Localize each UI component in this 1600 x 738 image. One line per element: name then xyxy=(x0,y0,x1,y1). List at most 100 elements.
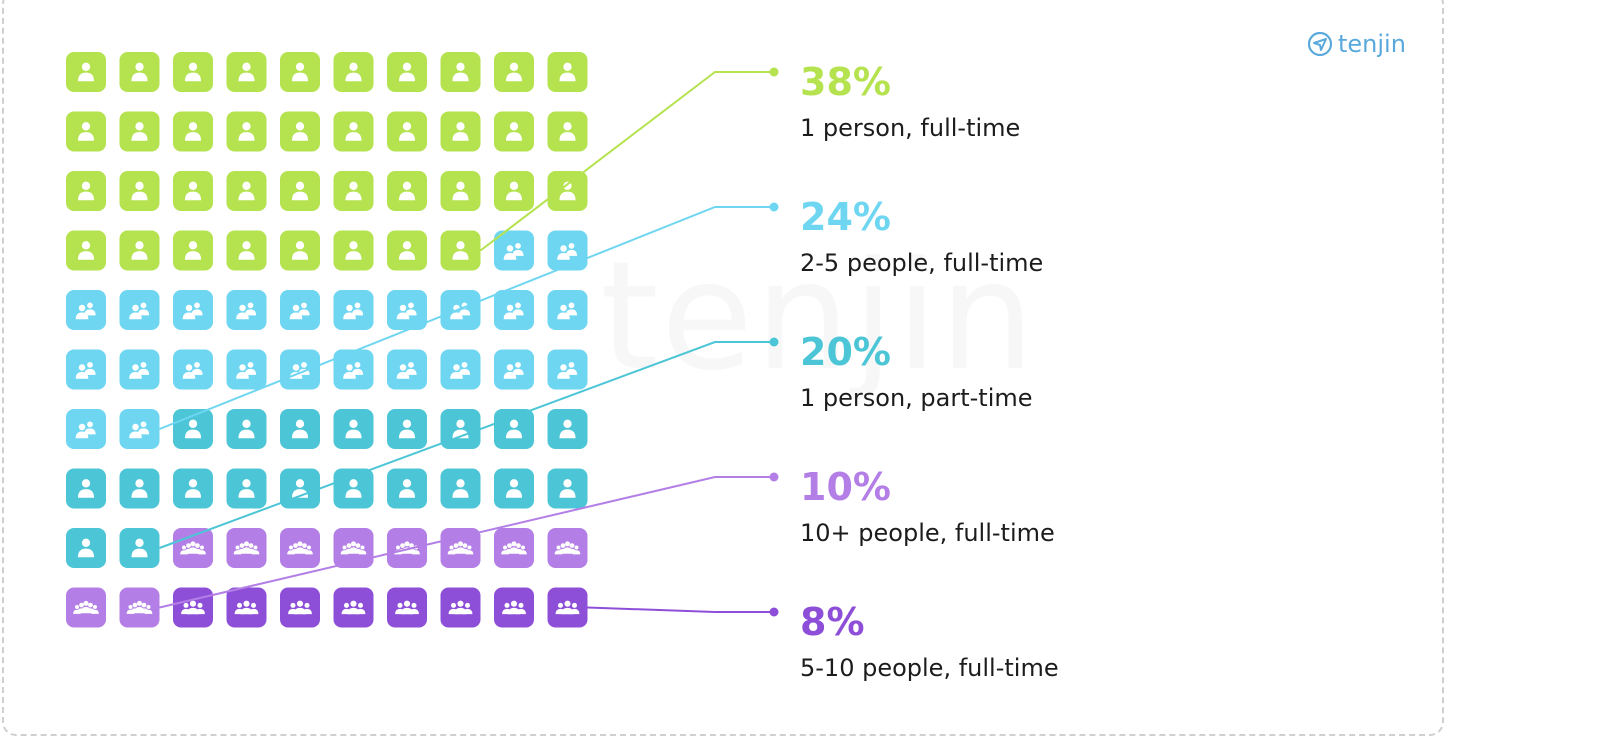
connector-line xyxy=(159,206,774,430)
person-icon xyxy=(77,479,95,498)
waffle-cell xyxy=(494,349,534,390)
tenjin-logo: tenjin xyxy=(1306,30,1406,58)
person-icon xyxy=(559,479,576,498)
waffle-cell xyxy=(440,349,481,390)
person-icon xyxy=(452,122,469,141)
person-icon xyxy=(398,241,416,260)
legend-label-4: 10+ people, full-time xyxy=(800,519,1055,547)
waffle-cell xyxy=(547,111,588,152)
two-people-icon xyxy=(182,302,203,320)
legend-label-1: 1 person, full-time xyxy=(800,114,1021,142)
waffle-cell xyxy=(494,52,534,92)
waffle-cell xyxy=(66,52,106,92)
waffle-cell xyxy=(547,528,588,568)
waffle-cell xyxy=(173,528,213,568)
two-people-icon xyxy=(289,302,310,320)
crowd-icon xyxy=(73,600,99,614)
person-icon xyxy=(559,419,576,439)
waffle-cell xyxy=(66,528,106,568)
waffle-cell xyxy=(66,290,106,330)
waffle-cell xyxy=(440,587,481,628)
crowd-icon xyxy=(554,541,581,555)
waffle-cell xyxy=(440,52,481,92)
waffle-cell xyxy=(173,171,213,211)
person-icon xyxy=(398,122,416,141)
person-icon xyxy=(184,241,202,260)
two-people-icon xyxy=(503,243,524,260)
person-icon xyxy=(559,62,576,82)
waffle-cell xyxy=(333,52,374,92)
person-icon xyxy=(291,241,309,260)
group-icon xyxy=(341,600,366,615)
waffle-cell xyxy=(333,528,374,568)
waffle-cell xyxy=(66,230,106,271)
waffle-cell xyxy=(387,528,427,568)
waffle-cell xyxy=(333,111,374,152)
two-people-icon xyxy=(557,302,578,320)
legend-label-5: 5-10 people, full-time xyxy=(800,654,1059,682)
two-people-icon xyxy=(503,302,524,320)
waffle-cell xyxy=(387,230,427,271)
group-icon xyxy=(288,600,312,615)
person-icon xyxy=(505,122,523,141)
waffle-cell xyxy=(547,230,588,271)
group-icon xyxy=(234,600,259,615)
waffle-cell xyxy=(173,468,213,509)
person-icon xyxy=(398,419,416,439)
person-icon xyxy=(452,62,469,82)
waffle-cell xyxy=(547,52,588,92)
person-icon xyxy=(291,122,309,141)
waffle-cell xyxy=(547,468,588,509)
waffle-cell xyxy=(119,171,160,211)
waffle-cell xyxy=(440,409,481,449)
person-icon xyxy=(184,181,202,201)
two-people-icon xyxy=(129,362,150,379)
person-icon xyxy=(238,241,255,260)
two-people-icon xyxy=(75,362,96,379)
waffle-cell xyxy=(333,587,374,628)
waffle-cell xyxy=(119,230,160,271)
person-icon xyxy=(345,419,362,439)
connector-dot xyxy=(769,67,779,77)
waffle-cell xyxy=(119,111,160,152)
person-icon xyxy=(452,419,469,439)
waffle-cell xyxy=(547,587,588,628)
waffle-cell xyxy=(494,111,534,152)
two-people-icon xyxy=(75,302,96,320)
connector-line xyxy=(587,606,774,613)
waffle-cell xyxy=(547,290,588,330)
person-icon xyxy=(345,241,362,260)
crowd-icon xyxy=(126,600,153,614)
waffle-cell xyxy=(66,171,106,211)
person-icon xyxy=(131,241,148,260)
waffle-cell xyxy=(119,587,160,628)
two-people-icon xyxy=(343,362,364,379)
waffle-cell xyxy=(387,349,427,390)
legend-percent-1: 38% xyxy=(800,60,891,104)
waffle-cell xyxy=(333,290,374,330)
person-icon xyxy=(184,122,202,141)
waffle-cell xyxy=(280,587,320,628)
group-icon xyxy=(555,600,580,615)
waffle-cell xyxy=(173,230,213,271)
waffle-cell xyxy=(119,52,160,92)
waffle-cell xyxy=(119,528,160,568)
group-icon xyxy=(502,600,526,615)
person-icon xyxy=(238,62,255,82)
waffle-cell xyxy=(66,349,106,390)
waffle-cell xyxy=(226,409,267,449)
waffle-cell xyxy=(387,409,427,449)
person-icon xyxy=(505,419,523,439)
waffle-cell xyxy=(226,528,267,568)
crowd-icon xyxy=(180,541,206,555)
waffle-cell xyxy=(387,468,427,509)
person-icon xyxy=(77,181,95,201)
person-icon xyxy=(77,122,95,141)
person-icon xyxy=(131,181,148,201)
waffle-cell xyxy=(440,111,481,152)
group-icon xyxy=(395,600,419,615)
person-icon xyxy=(398,62,416,82)
waffle-cell xyxy=(280,111,320,152)
connector-dot xyxy=(769,202,779,212)
connector-line xyxy=(479,71,774,252)
